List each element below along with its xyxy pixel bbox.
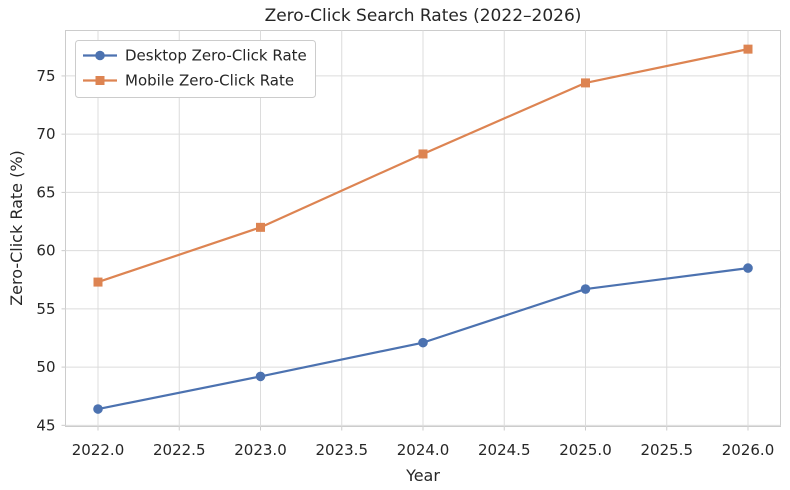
x-tick-label: 2023.5 (316, 441, 369, 459)
data-point-marker (743, 44, 753, 54)
data-point-marker (418, 149, 428, 159)
legend-label: Desktop Zero-Click Rate (125, 47, 307, 65)
chart-title: Zero-Click Search Rates (2022–2026) (265, 6, 582, 26)
legend-marker-circle (95, 50, 105, 61)
x-tick-label: 2025.5 (641, 441, 694, 459)
x-tick-label: 2023.0 (234, 441, 287, 459)
y-tick-label: 75 (36, 67, 55, 85)
data-point-marker (256, 222, 265, 232)
gridlines (65, 30, 781, 427)
legend-label: Mobile Zero-Click Rate (125, 72, 294, 90)
data-point-marker (255, 371, 266, 382)
legend: Desktop Zero-Click Rate Mobile Zero-Click… (75, 40, 316, 98)
y-axis-label: Zero-Click Rate (%) (7, 150, 26, 306)
data-point-marker (93, 277, 103, 287)
legend-marker-square (95, 76, 105, 85)
data-point-marker (743, 263, 753, 273)
y-tick-label: 50 (36, 358, 55, 376)
legend-box (75, 40, 316, 98)
data-series (93, 44, 753, 414)
data-point-marker (580, 284, 591, 294)
data-point-marker (93, 404, 103, 414)
tick-labels: 2022.0 2022.5 2023.0 2023.5 2024.0 2024.5 2025… (36, 67, 774, 459)
data-point-marker (418, 337, 428, 348)
y-tick-label: 65 (36, 183, 55, 201)
y-tick-label: 60 (36, 242, 55, 260)
data-point-marker (581, 78, 590, 88)
x-tick-label: 2024.0 (397, 441, 450, 459)
x-tick-label: 2022.5 (153, 441, 206, 459)
x-axis-label: Year (405, 466, 440, 485)
tick-marks (61, 75, 749, 431)
x-tick-label: 2024.5 (478, 441, 531, 459)
y-tick-label: 70 (36, 125, 55, 143)
y-tick-label: 45 (36, 416, 55, 434)
x-tick-label: 2022.0 (72, 441, 125, 459)
x-tick-label: 2025.0 (559, 441, 612, 459)
y-tick-label: 55 (36, 300, 55, 318)
x-tick-label: 2026.0 (722, 441, 775, 459)
